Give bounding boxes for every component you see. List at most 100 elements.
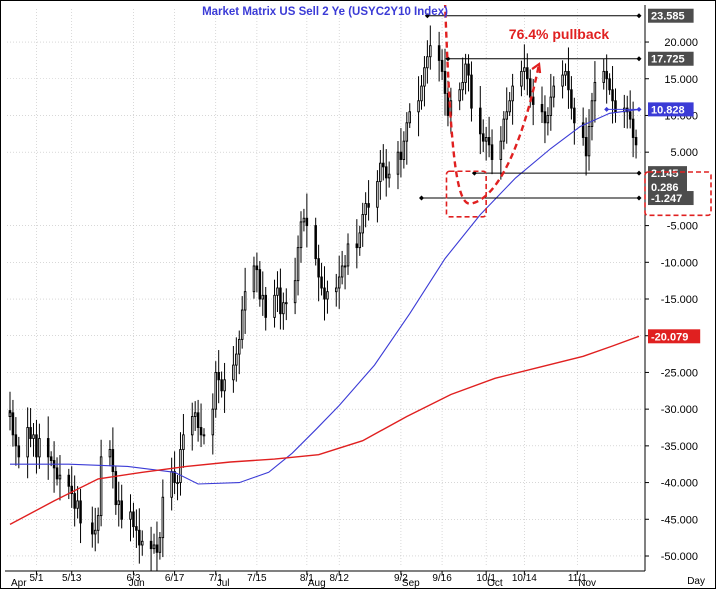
candle-body <box>179 449 182 484</box>
candle-body <box>132 511 135 528</box>
candle-body <box>273 294 276 318</box>
candle <box>58 455 62 501</box>
candle <box>467 54 470 92</box>
candle-body <box>467 63 470 76</box>
candle <box>573 97 576 145</box>
candle-body <box>220 379 223 392</box>
candle-body <box>499 140 503 160</box>
x-tick-label: 11/1 <box>568 573 587 584</box>
x-tick-label: 10/14 <box>512 573 537 584</box>
x-tick-label: 6/3 <box>126 573 140 584</box>
candle-body <box>379 162 382 182</box>
candle-body <box>590 100 594 127</box>
candle-body <box>317 258 320 278</box>
candle-body <box>296 247 300 282</box>
candle-body <box>540 103 544 113</box>
candle <box>138 508 141 564</box>
candle <box>346 233 350 275</box>
candle <box>326 280 329 314</box>
candle-body <box>29 427 32 439</box>
candle-body <box>11 412 15 436</box>
candle <box>420 75 423 110</box>
candle-body <box>211 408 215 436</box>
candle-body <box>96 515 100 531</box>
x-month-label: Sep <box>402 578 420 588</box>
candle-body <box>384 166 388 179</box>
level-tag-box <box>648 8 694 23</box>
candle-body <box>487 137 491 146</box>
candle <box>49 451 53 467</box>
candle-body <box>17 445 21 458</box>
candle <box>70 466 73 508</box>
candle <box>481 119 485 153</box>
candle <box>625 95 629 129</box>
candle-body <box>49 456 53 461</box>
x-tick-label: 7/1 <box>209 573 223 584</box>
candle-body <box>355 243 359 249</box>
candle <box>358 225 362 256</box>
candle <box>502 111 506 150</box>
candle-body <box>58 474 62 480</box>
candle-body <box>38 438 41 458</box>
candle <box>279 268 282 330</box>
level-marker <box>636 170 642 176</box>
candle <box>440 49 444 81</box>
x-tick-label: 6/17 <box>165 573 185 584</box>
candle <box>135 509 138 548</box>
candle-body <box>314 225 317 260</box>
candle <box>602 58 605 90</box>
candle-body <box>255 265 259 271</box>
level-tag: 23.585 <box>651 11 685 23</box>
y-tick-label: -15.000 <box>661 294 698 306</box>
candle <box>567 47 570 109</box>
candle <box>111 427 115 489</box>
candle <box>499 126 503 180</box>
level-tag: 2.145 <box>651 168 679 180</box>
candles <box>1 25 638 571</box>
x-tick-label: 5/13 <box>62 573 82 584</box>
level-tag-box <box>648 329 701 344</box>
candle-body <box>552 85 556 98</box>
candle <box>337 255 341 309</box>
candle-body <box>484 137 488 142</box>
candle <box>305 193 309 248</box>
candle-body <box>299 221 303 249</box>
candle-body <box>138 529 141 546</box>
candle <box>461 57 464 101</box>
candle <box>190 402 194 451</box>
candle <box>235 337 238 382</box>
x-tick-label: 5/1 <box>30 573 44 584</box>
candle-body <box>91 522 94 535</box>
candle <box>202 428 206 445</box>
y-tick-label: -25.000 <box>661 367 698 379</box>
candle <box>170 457 173 511</box>
level-marker <box>636 13 642 19</box>
candle <box>323 266 326 321</box>
candle-body <box>161 496 165 539</box>
x-tick-label: 10/1 <box>476 573 496 584</box>
candle <box>443 48 447 116</box>
candle-body <box>93 529 97 535</box>
candle-body <box>141 540 144 546</box>
candle-body <box>584 137 588 157</box>
candle <box>379 150 382 200</box>
candle <box>302 208 306 232</box>
candle-body <box>382 162 385 168</box>
candle <box>11 399 15 447</box>
moving-average-blue <box>10 108 640 485</box>
pullback-curve <box>443 5 541 205</box>
candle <box>276 271 279 312</box>
candle <box>540 86 544 123</box>
candle-body <box>326 291 329 300</box>
candle-body <box>429 45 432 58</box>
candle <box>193 401 197 431</box>
candle-body <box>631 118 635 138</box>
candle-body <box>570 89 573 109</box>
candle <box>282 292 285 330</box>
candle <box>1 126 3 191</box>
y-tick-label: 5.000 <box>670 147 698 159</box>
candle-body <box>573 107 576 124</box>
candle-body <box>217 371 220 381</box>
candle-body <box>443 70 447 94</box>
